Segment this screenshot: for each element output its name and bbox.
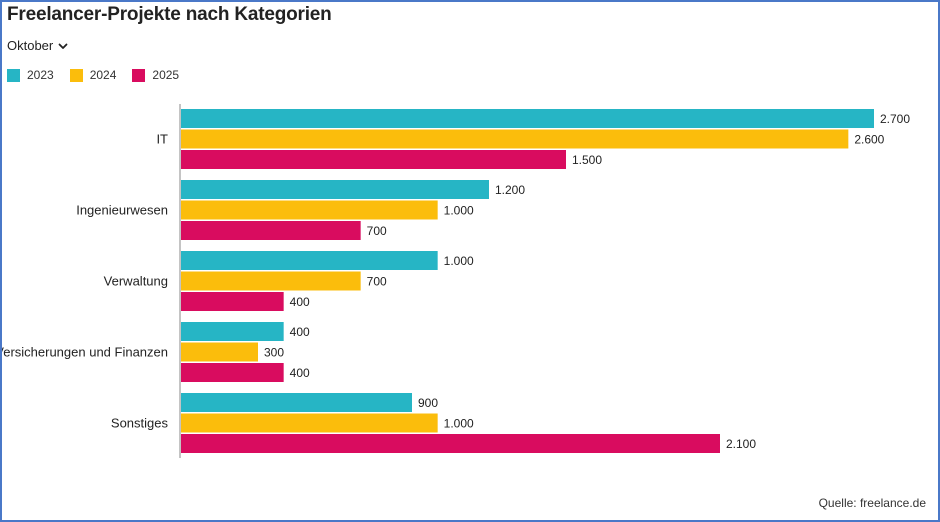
bar-sonstiges-2025 xyxy=(181,434,720,453)
legend-item-2023[interactable]: 2023 xyxy=(7,68,54,82)
data-label-it-2025: 1.500 xyxy=(572,153,602,167)
category-label-ingenieurwesen: Ingenieurwesen xyxy=(76,203,168,218)
category-label-it: IT xyxy=(156,132,168,147)
data-label-ingenieurwesen-2024: 1.000 xyxy=(444,204,474,218)
data-label-versicherungen-und-finanzen-2025: 400 xyxy=(290,366,310,380)
bar-sonstiges-2024 xyxy=(181,413,438,433)
bar-verwaltung-2023 xyxy=(181,251,438,270)
bar-it-2024 xyxy=(181,129,849,149)
data-label-sonstiges-2025: 2.100 xyxy=(726,437,756,451)
bar-versicherungen-und-finanzen-2023 xyxy=(181,322,284,341)
source-note: Quelle: freelance.de xyxy=(818,496,926,510)
data-label-verwaltung-2025: 400 xyxy=(290,295,310,309)
data-label-versicherungen-und-finanzen-2023: 400 xyxy=(290,325,310,339)
bar-verwaltung-2024 xyxy=(181,271,361,291)
legend-label-2024: 2024 xyxy=(89,68,117,82)
data-label-versicherungen-und-finanzen-2024: 300 xyxy=(264,346,284,360)
bar-versicherungen-und-finanzen-2024 xyxy=(181,342,258,362)
data-label-ingenieurwesen-2025: 700 xyxy=(367,224,387,238)
legend-label-2023: 2023 xyxy=(27,68,54,82)
data-label-sonstiges-2024: 1.000 xyxy=(444,417,474,431)
bar-ingenieurwesen-2024 xyxy=(181,200,438,220)
bar-chart: IT 2.700 2.600 1.500 Ingenieurwesen 1.200 1.00… xyxy=(2,104,910,458)
chart-title: Freelancer-Projekte nach Kategorien xyxy=(7,4,332,25)
bar-ingenieurwesen-2023 xyxy=(181,180,489,199)
bar-sonstiges-2023 xyxy=(181,393,412,412)
chart-legend: 2023 2024 2025 xyxy=(7,68,195,82)
bar-versicherungen-und-finanzen-2025 xyxy=(181,363,284,382)
legend-swatch-2023 xyxy=(7,68,20,82)
category-label-verwaltung: Verwaltung xyxy=(104,274,168,289)
category-label-sonstiges: Sonstiges xyxy=(111,416,169,431)
data-label-sonstiges-2023: 900 xyxy=(418,396,438,410)
legend-swatch-2025 xyxy=(132,68,146,82)
bar-verwaltung-2025 xyxy=(181,292,284,311)
bar-it-2025 xyxy=(181,150,566,169)
legend-swatch-2024 xyxy=(69,68,83,82)
legend-item-2024[interactable]: 2024 xyxy=(69,68,117,82)
bar-it-2023 xyxy=(181,109,874,128)
month-dropdown[interactable]: Oktober xyxy=(7,38,69,53)
data-label-verwaltung-2023: 1.000 xyxy=(444,254,474,268)
chevron-down-icon xyxy=(58,43,68,49)
month-dropdown-label: Oktober xyxy=(7,38,54,53)
category-label-versicherungen-und-finanzen: Versicherungen und Finanzen xyxy=(2,345,168,360)
bar-ingenieurwesen-2025 xyxy=(181,221,361,240)
data-label-it-2024: 2.600 xyxy=(854,133,884,147)
legend-item-2025[interactable]: 2025 xyxy=(132,68,179,82)
data-label-it-2023: 2.700 xyxy=(880,112,910,126)
legend-label-2025: 2025 xyxy=(152,68,180,82)
data-label-verwaltung-2024: 700 xyxy=(367,275,387,289)
data-label-ingenieurwesen-2023: 1.200 xyxy=(495,183,525,197)
